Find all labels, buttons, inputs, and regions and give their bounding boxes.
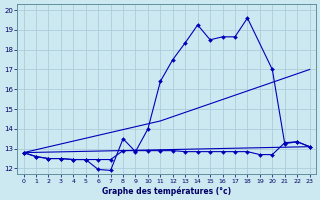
X-axis label: Graphe des températures (°c): Graphe des températures (°c) — [102, 186, 231, 196]
